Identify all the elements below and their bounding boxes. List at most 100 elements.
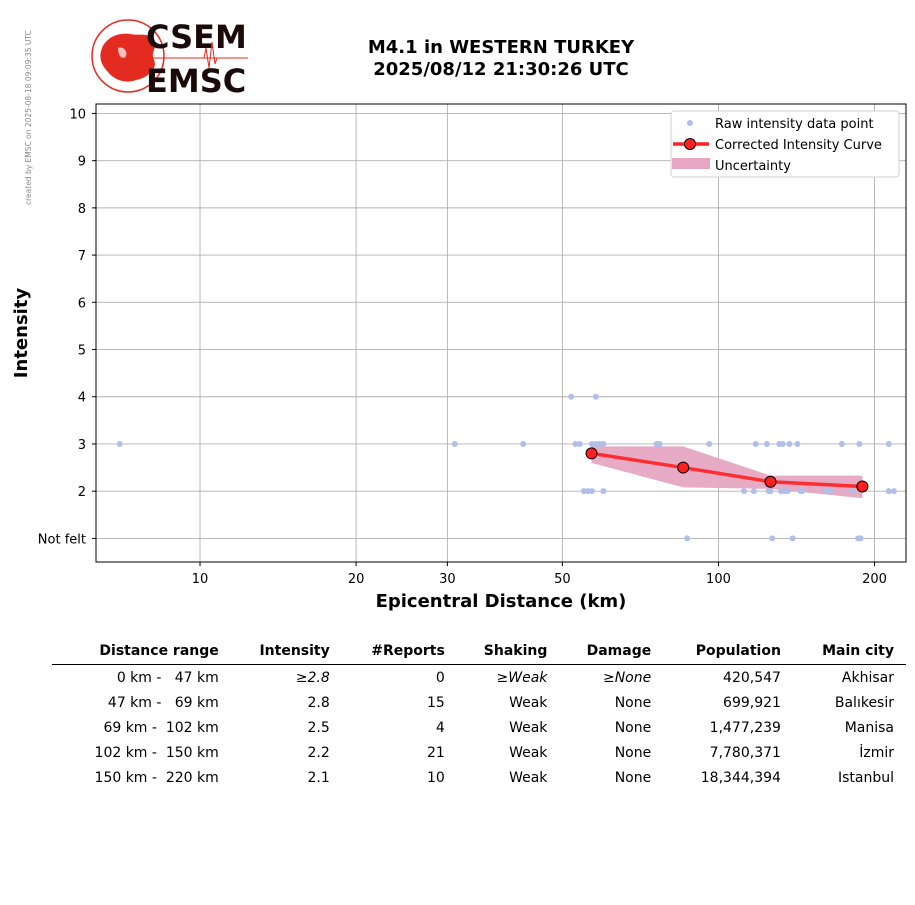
raw-data-point xyxy=(568,393,575,400)
legend-curve-marker xyxy=(684,138,696,150)
raw-data-point xyxy=(116,440,123,447)
raw-data-point xyxy=(572,440,579,447)
table-cell-reports: 0 xyxy=(435,669,445,686)
raw-data-point xyxy=(520,440,527,447)
table-cell-intensity: 2.2 xyxy=(307,744,330,761)
x-axis-label: Epicentral Distance (km) xyxy=(376,591,627,612)
table-header-cell: Distance range xyxy=(52,640,231,665)
table-cell-shaking: Weak xyxy=(509,769,548,786)
x-tick-label: 200 xyxy=(862,572,887,587)
legend-entry-label: Uncertainty xyxy=(715,159,791,174)
raw-data-point xyxy=(794,440,801,447)
legend-raw-marker xyxy=(687,120,693,126)
raw-data-point xyxy=(656,440,663,447)
table-row: 102 km - 150 km 2.2 21 Weak None 7,780,371 İzm… xyxy=(52,740,906,765)
table-cell-range: 102 km - 150 km xyxy=(94,744,219,761)
table-cell-population: 7,780,371 xyxy=(709,744,781,761)
table-body: 0 km - 47 km ≥2.8 0 ≥Weak ≥None 420,547 Akhisa… xyxy=(52,665,906,791)
table-cell-city: İzmir xyxy=(859,744,894,761)
title-line-datetime: 2025/08/12 21:30:26 UTC xyxy=(373,59,629,80)
y-tick-label: 6 xyxy=(78,296,86,311)
legend-band-swatch xyxy=(672,158,710,169)
raw-data-point xyxy=(799,488,806,495)
curve-marker xyxy=(677,461,690,474)
raw-data-point xyxy=(786,440,793,447)
table-header-cell: Intensity xyxy=(230,640,342,665)
table-cell-range: 69 km - 102 km xyxy=(103,719,219,736)
x-tick-label: 30 xyxy=(439,572,456,587)
table-cell-damage: ≥None xyxy=(602,669,652,686)
raw-data-point xyxy=(451,440,458,447)
table-row: 47 km - 69 km 2.8 15 Weak None 699,921 Balıkes… xyxy=(52,690,906,715)
raw-data-point xyxy=(784,488,791,495)
y-tick-label: 7 xyxy=(78,249,86,264)
table-cell-city: Manisa xyxy=(844,719,894,736)
x-tick-label: 20 xyxy=(348,572,365,587)
y-tick-label: Not felt xyxy=(38,532,86,547)
table-row: 69 km - 102 km 2.5 4 Weak None 1,477,239 Manis… xyxy=(52,715,906,740)
table-cell-range: 150 km - 220 km xyxy=(94,769,219,786)
table-cell-population: 420,547 xyxy=(723,669,781,686)
raw-data-point xyxy=(885,440,892,447)
raw-data-point xyxy=(769,535,776,542)
curve-marker xyxy=(764,475,777,488)
chart-title: M4.1 in WESTERN TURKEY 2025/08/12 21:30:… xyxy=(300,37,702,81)
table-row: 150 km - 220 km 2.1 10 Weak None 18,344,394 Is… xyxy=(52,765,906,790)
raw-data-point xyxy=(856,440,863,447)
table-header-cell: #Reports xyxy=(341,640,457,665)
raw-data-point xyxy=(763,440,770,447)
table-header-cell: Damage xyxy=(559,640,664,665)
table-cell-range: 0 km - 47 km xyxy=(116,669,219,686)
table-cell-shaking: Weak xyxy=(509,719,548,736)
raw-data-point xyxy=(750,488,757,495)
table-cell-reports: 4 xyxy=(435,719,445,736)
y-axis-label: Intensity xyxy=(11,288,32,379)
raw-data-point xyxy=(576,440,583,447)
y-tick-label: 3 xyxy=(78,438,86,453)
csem-emsc-logo: CSEM EMSC xyxy=(91,18,248,98)
table-header-cell: Shaking xyxy=(456,640,560,665)
raw-data-point xyxy=(890,488,897,495)
raw-data-point xyxy=(600,440,607,447)
curve-marker xyxy=(585,447,598,460)
table-cell-damage: None xyxy=(614,744,652,761)
y-tick-label: 8 xyxy=(78,202,86,217)
title-line-event: M4.1 in WESTERN TURKEY xyxy=(367,37,635,58)
watermark-text: created by EMSC on 2025-08-18 09:09:35 U… xyxy=(24,30,33,205)
logo-text-csem: CSEM xyxy=(146,18,247,56)
intensity-chart: 10 20 30 50 100 200 Not felt 2 3 4 5 6 7 8 9 10 Epicentr… xyxy=(11,103,907,612)
raw-data-point xyxy=(838,440,845,447)
intensity-summary-table: Distance range Intensity #Reports Shaking Da… xyxy=(52,640,906,790)
table-cell-population: 18,344,394 xyxy=(700,769,781,786)
raw-data-point xyxy=(588,488,595,495)
table-cell-population: 1,477,239 xyxy=(709,719,781,736)
raw-data-point xyxy=(706,440,713,447)
raw-data-point xyxy=(600,488,607,495)
y-tick-label: 4 xyxy=(78,391,86,406)
table-cell-shaking: ≥Weak xyxy=(496,669,548,686)
corrected-intensity-curve xyxy=(591,451,863,489)
y-tick-label: 5 xyxy=(78,344,86,359)
curve-marker xyxy=(856,480,869,493)
table-cell-intensity: ≥2.8 xyxy=(295,669,330,686)
logo-text-emsc: EMSC xyxy=(146,62,246,98)
table-cell-city: Akhisar xyxy=(841,669,894,686)
watermark: created by EMSC on 2025-08-18 09:09:35 U… xyxy=(24,30,33,205)
table-cell-reports: 15 xyxy=(427,694,445,711)
table-cell-city: Istanbul xyxy=(837,769,894,786)
uncertainty-band xyxy=(591,446,863,499)
raw-data-point xyxy=(849,488,856,495)
x-tick-label: 100 xyxy=(706,572,731,587)
table-header-cell: Main city xyxy=(792,640,906,665)
table-cell-damage: None xyxy=(614,694,652,711)
legend-entry-label: Raw intensity data point xyxy=(715,117,874,132)
raw-data-point xyxy=(885,488,892,495)
table-cell-range: 47 km - 69 km xyxy=(107,694,219,711)
raw-data-point xyxy=(828,488,835,495)
table-header-cell: Population xyxy=(663,640,793,665)
table-cell-damage: None xyxy=(614,769,652,786)
raw-data-point xyxy=(789,535,796,542)
table-cell-shaking: Weak xyxy=(509,694,548,711)
raw-data-point xyxy=(857,535,864,542)
raw-data-point xyxy=(767,488,774,495)
